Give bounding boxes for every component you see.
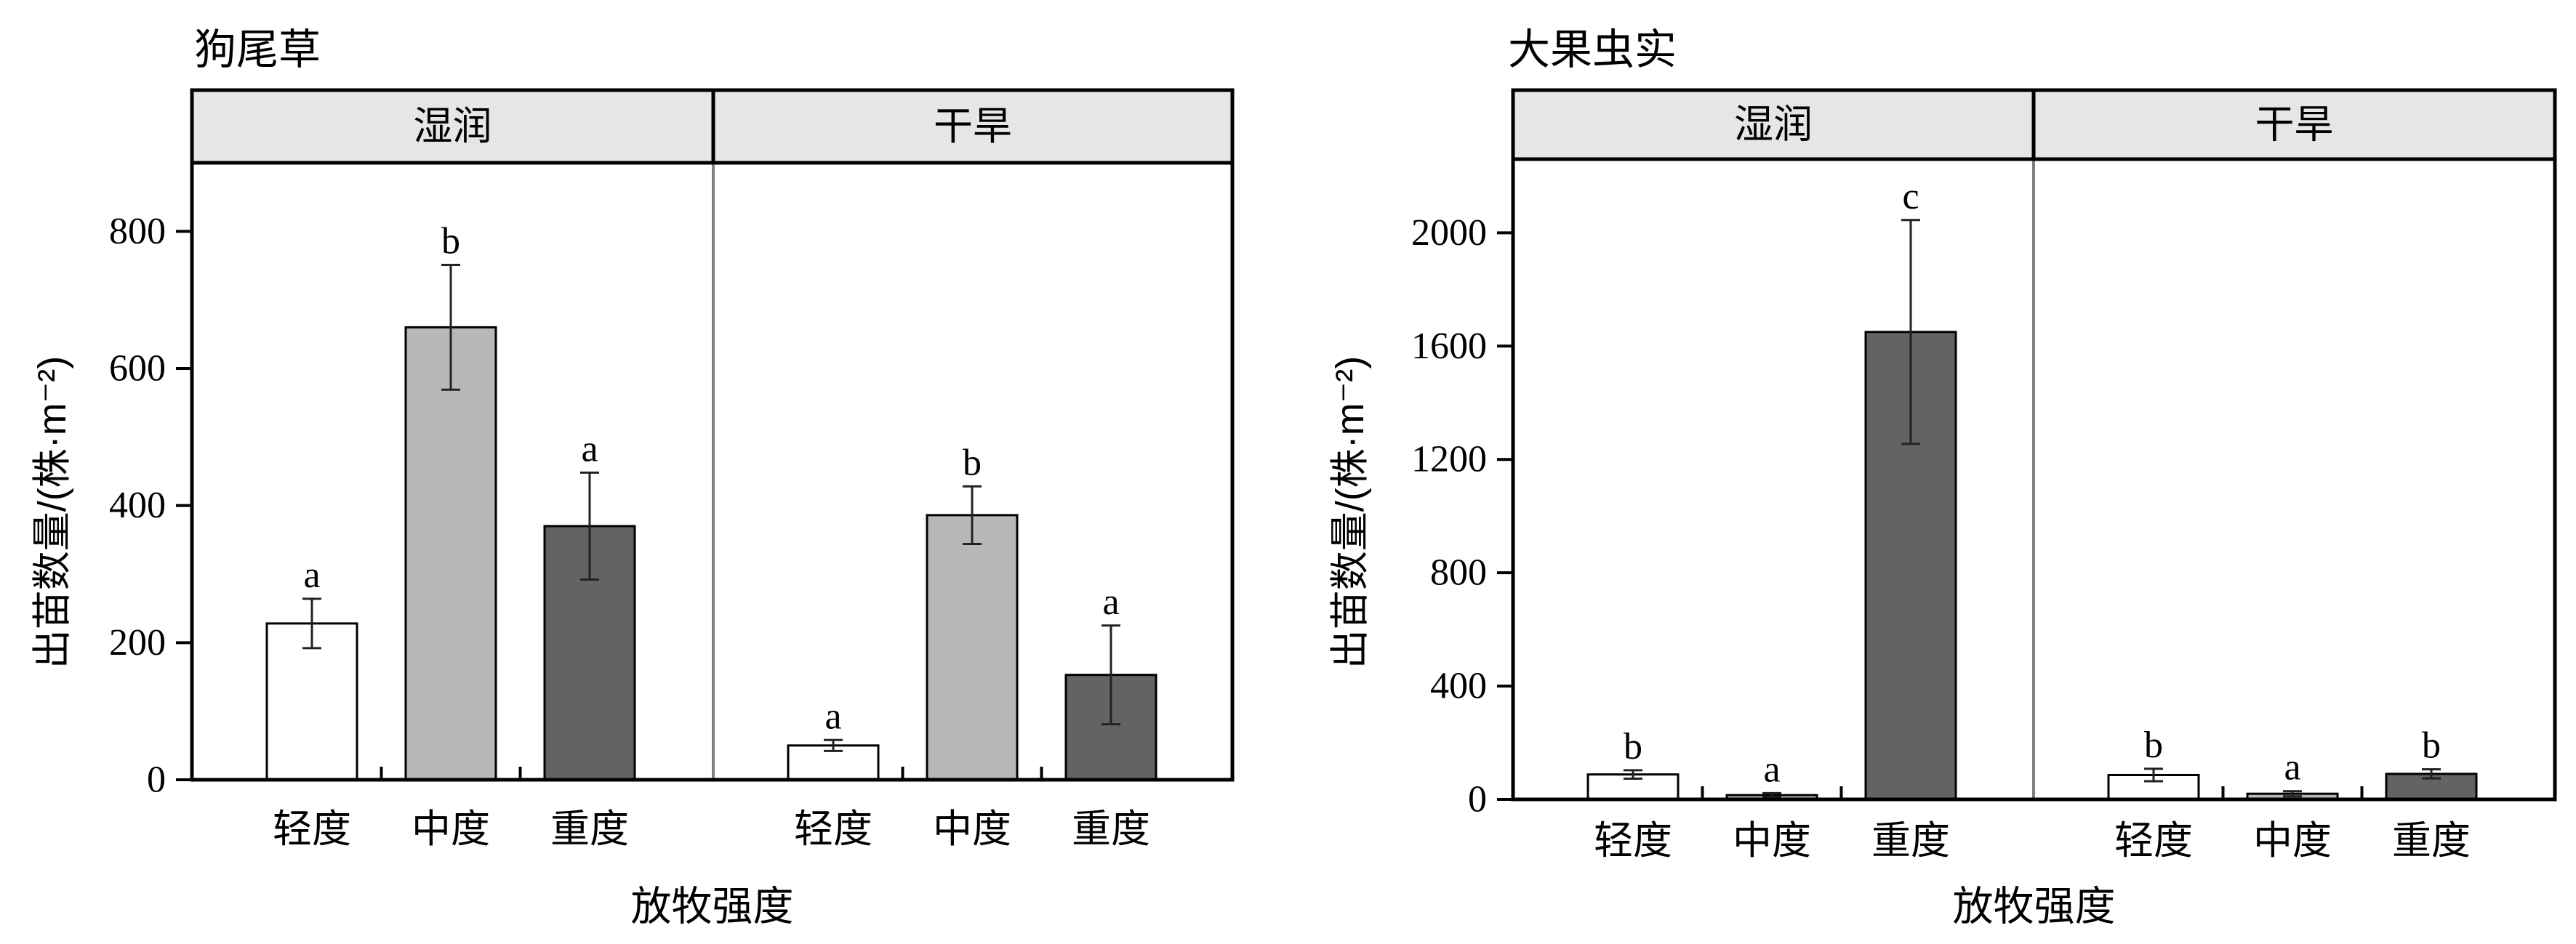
significance-letter: a: [2284, 747, 2300, 788]
x-category-label: 轻度: [794, 807, 872, 851]
x-category-label: 轻度: [2114, 819, 2193, 863]
facet-label: 湿润: [414, 105, 492, 148]
bar: [404, 326, 497, 781]
y-tick-label: 600: [109, 348, 166, 390]
x-axis-title: 放牧强度: [1953, 884, 2116, 929]
chart-title: 狗尾草: [194, 26, 321, 73]
y-tick-label: 0: [147, 759, 166, 801]
significance-letter: a: [1102, 581, 1119, 623]
significance-letter: a: [1763, 749, 1780, 790]
y-tick-label: 2000: [1411, 212, 1487, 254]
y-tick-label: 400: [1430, 666, 1487, 707]
significance-letter: b: [1624, 726, 1642, 767]
significance-letter: a: [824, 695, 841, 737]
x-category-label: 中度: [1733, 819, 1811, 863]
x-axis-title: 放牧强度: [631, 884, 794, 929]
x-category-label: 中度: [412, 807, 490, 851]
facet-label: 干旱: [2255, 103, 2334, 147]
x-category-label: 中度: [2253, 819, 2332, 863]
x-category-label: 重度: [1072, 807, 1150, 851]
y-tick-label: 400: [109, 485, 166, 526]
x-category-label: 轻度: [273, 807, 351, 851]
bar: [265, 622, 358, 781]
y-tick-label: 800: [1430, 552, 1487, 594]
y-tick-label: 200: [109, 622, 166, 663]
facet-label: 干旱: [934, 105, 1012, 148]
y-tick-label: 800: [109, 211, 166, 252]
bar: [926, 514, 1019, 781]
y-tick-label: 0: [1468, 779, 1487, 820]
plot-frame: [1511, 88, 2557, 802]
significance-letter: c: [1902, 176, 1919, 217]
x-category-label: 重度: [550, 807, 629, 851]
significance-letter: b: [963, 442, 982, 483]
x-category-label: 重度: [2392, 819, 2471, 863]
chart-title: 大果虫实: [1508, 26, 1677, 73]
facet-label: 湿润: [1734, 103, 1813, 147]
x-category-label: 中度: [933, 807, 1011, 851]
significance-letter: a: [581, 428, 598, 469]
significance-letter: b: [2144, 725, 2163, 766]
y-tick-label: 1200: [1411, 439, 1487, 480]
y-axis-title: 出苗数量/(株·m⁻²): [1328, 356, 1372, 669]
x-category-label: 轻度: [1594, 819, 1672, 863]
significance-letter: b: [441, 221, 460, 262]
y-tick-label: 1600: [1411, 326, 1487, 367]
significance-letter: a: [303, 554, 320, 596]
y-axis-title: 出苗数量/(株·m⁻²): [31, 356, 74, 669]
significance-letter: b: [2422, 725, 2441, 767]
plot-frame: [190, 88, 1235, 782]
x-category-label: 重度: [1871, 819, 1950, 863]
